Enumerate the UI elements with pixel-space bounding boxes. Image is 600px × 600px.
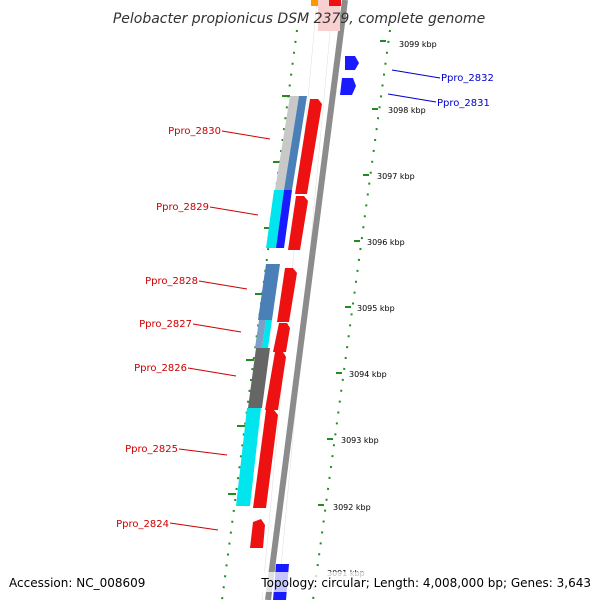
leader-line xyxy=(387,93,437,103)
feature-box-cyan xyxy=(236,408,261,506)
gene-label-reverse[interactable]: Ppro_2828 xyxy=(145,276,198,287)
ruler-tick-marks xyxy=(228,40,386,506)
feature-box-light-gray xyxy=(275,96,299,190)
tick-label: 3093 kbp xyxy=(341,436,379,445)
gene-label-reverse[interactable]: Ppro_2825 xyxy=(125,444,178,455)
tick-label: 3099 kbp xyxy=(399,40,437,49)
feature-box-cyan xyxy=(266,190,284,248)
leader-line xyxy=(198,280,248,290)
reverse-gene-arrow[interactable] xyxy=(253,410,278,508)
feature-box-steelblue xyxy=(284,96,307,190)
leader-line xyxy=(391,69,441,79)
tick-label: 3094 kbp xyxy=(349,370,387,379)
tick-label: 3095 kbp xyxy=(357,304,395,313)
tick-label: 3097 kbp xyxy=(377,172,415,181)
leader-line xyxy=(209,206,259,216)
tick-label: 3092 kbp xyxy=(333,503,371,512)
inner-ruler-dotted-line xyxy=(312,29,391,600)
tick-label: 3098 kbp xyxy=(388,106,426,115)
gene-label-reverse[interactable]: Ppro_2829 xyxy=(156,202,209,213)
feature-box-steelblue xyxy=(258,264,280,320)
genome-backbone xyxy=(265,0,348,600)
reverse-gene-arrow[interactable] xyxy=(273,323,290,352)
accession-text: Accession: NC_008609 xyxy=(9,576,145,590)
top-partial-gene-red xyxy=(329,0,341,6)
leader-line xyxy=(187,367,237,377)
leader-line xyxy=(221,130,271,140)
gene-label-forward[interactable]: Ppro_2832 xyxy=(441,73,494,84)
gene-label-reverse[interactable]: Ppro_2824 xyxy=(116,519,169,530)
reverse-gene-labels: Ppro_2830 Ppro_2829 Ppro_2828 Ppro_2827 … xyxy=(116,126,271,531)
reverse-gene-arrow[interactable] xyxy=(295,99,322,194)
feature-box-cyan xyxy=(262,320,272,348)
gene-label-reverse[interactable]: Ppro_2830 xyxy=(168,126,221,137)
leader-line xyxy=(192,323,242,333)
forward-gene-arrow[interactable] xyxy=(345,56,359,70)
footer-backdrop xyxy=(258,572,600,592)
tick-label: 3096 kbp xyxy=(367,238,405,247)
leader-line xyxy=(178,448,228,456)
leader-line xyxy=(169,522,219,531)
gene-label-reverse[interactable]: Ppro_2827 xyxy=(139,319,192,330)
forward-gene-arrow[interactable] xyxy=(340,78,356,95)
reverse-gene-arrow[interactable] xyxy=(288,196,308,250)
forward-gene-labels: Ppro_2832 Ppro_2831 xyxy=(387,69,494,109)
gene-label-reverse[interactable]: Ppro_2826 xyxy=(134,363,187,374)
top-partial-gene-pink xyxy=(318,0,340,31)
map-title: Pelobacter propionicus DSM 2379, complet… xyxy=(113,11,485,27)
genome-backbone-band xyxy=(261,0,334,600)
reverse-gene-arrow[interactable] xyxy=(250,519,265,548)
reverse-gene-arrow[interactable] xyxy=(265,352,286,410)
feature-box-dark-gray xyxy=(248,348,270,408)
reverse-gene-arrow[interactable] xyxy=(277,268,297,322)
feature-box-blue xyxy=(276,190,292,248)
ruler-tick-labels: 3099 kbp 3098 kbp 3097 kbp 3096 kbp 3095… xyxy=(327,40,437,578)
gene-label-forward[interactable]: Ppro_2831 xyxy=(437,98,490,109)
genome-summary-text: Topology: circular; Length: 4,008,000 bp… xyxy=(260,576,591,590)
feature-box-steelblue xyxy=(255,320,266,348)
